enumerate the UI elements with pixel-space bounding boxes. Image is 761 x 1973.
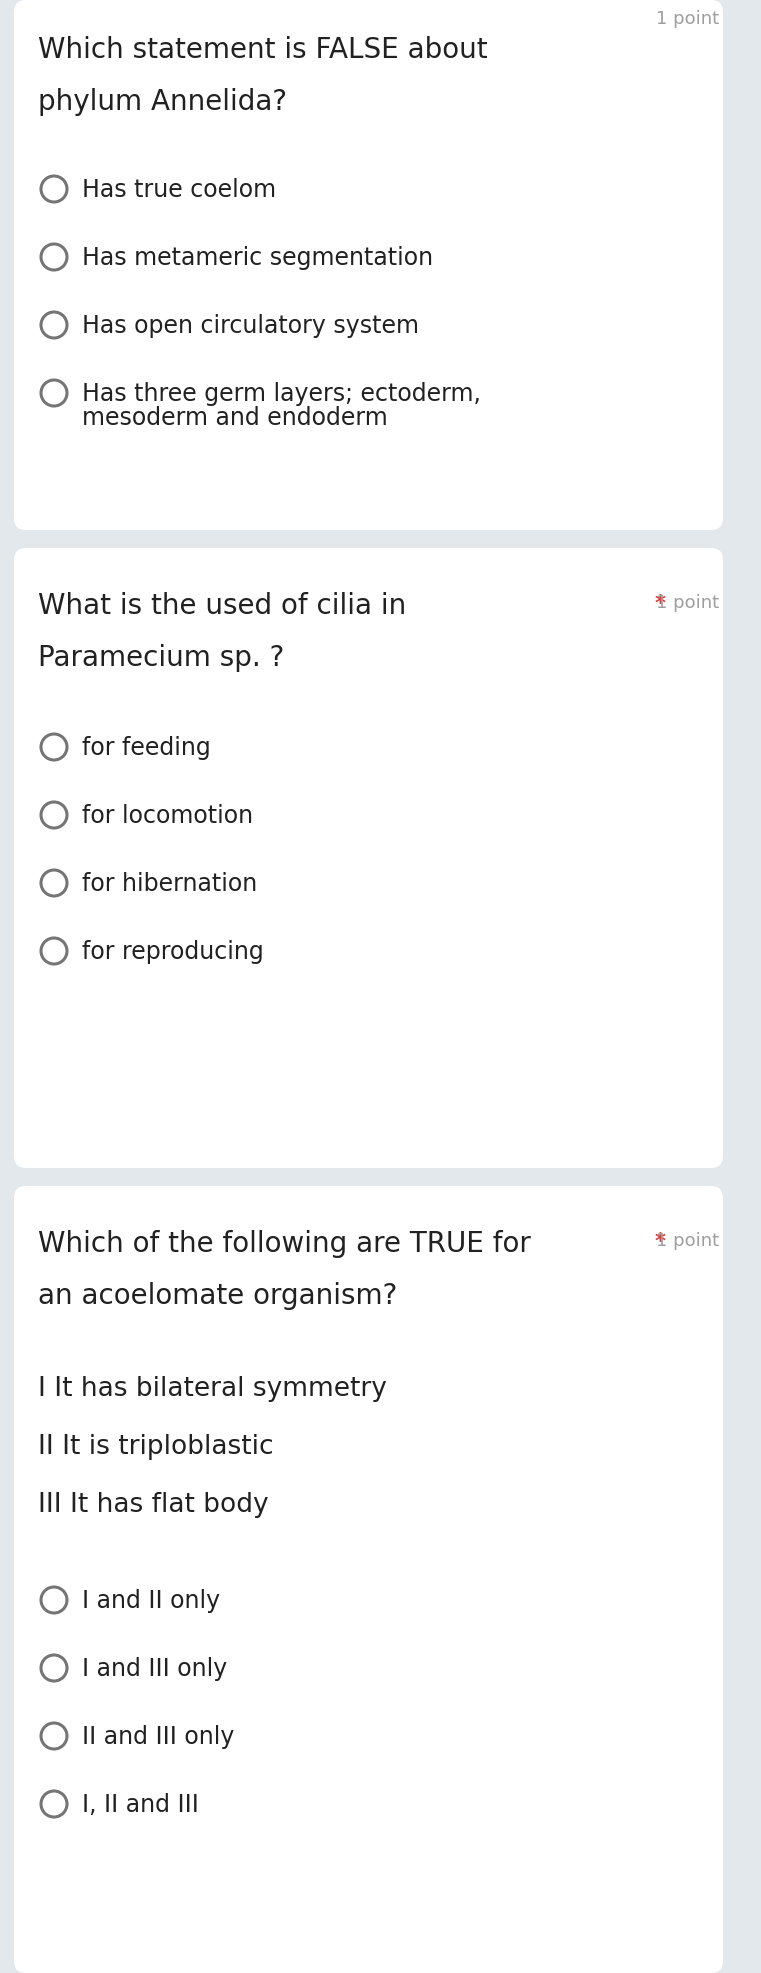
- Text: for hibernation: for hibernation: [82, 872, 257, 896]
- Text: Paramecium sp. ?: Paramecium sp. ?: [38, 643, 285, 673]
- Text: What is the used of cilia in: What is the used of cilia in: [38, 592, 406, 620]
- Text: 1 point: 1 point: [656, 1231, 719, 1251]
- Text: I and III only: I and III only: [82, 1657, 228, 1681]
- Text: II and III only: II and III only: [82, 1724, 234, 1748]
- Text: 1 point: 1 point: [656, 10, 719, 28]
- Text: II It is triploblastic: II It is triploblastic: [38, 1434, 274, 1460]
- Text: Has three germ layers; ectoderm,: Has three germ layers; ectoderm,: [82, 383, 481, 406]
- FancyBboxPatch shape: [14, 548, 723, 1168]
- Text: *: *: [655, 1231, 666, 1253]
- Text: I and II only: I and II only: [82, 1588, 220, 1614]
- Text: an acoelomate organism?: an acoelomate organism?: [38, 1282, 397, 1310]
- Text: Has open circulatory system: Has open circulatory system: [82, 314, 419, 337]
- Text: Has true coelom: Has true coelom: [82, 178, 276, 201]
- Text: for locomotion: for locomotion: [82, 805, 253, 829]
- Text: for feeding: for feeding: [82, 736, 211, 760]
- Text: I, II and III: I, II and III: [82, 1793, 199, 1817]
- Text: Has metameric segmentation: Has metameric segmentation: [82, 247, 433, 270]
- Text: mesoderm and endoderm: mesoderm and endoderm: [82, 406, 388, 430]
- Text: I It has bilateral symmetry: I It has bilateral symmetry: [38, 1375, 387, 1403]
- FancyBboxPatch shape: [14, 0, 723, 531]
- FancyBboxPatch shape: [14, 1186, 723, 1973]
- Text: for reproducing: for reproducing: [82, 939, 264, 965]
- Text: phylum Annelida?: phylum Annelida?: [38, 89, 287, 116]
- Text: *: *: [655, 594, 666, 614]
- Text: Which statement is FALSE about: Which statement is FALSE about: [38, 36, 488, 63]
- Text: III It has flat body: III It has flat body: [38, 1492, 269, 1517]
- Text: Which of the following are TRUE for: Which of the following are TRUE for: [38, 1229, 531, 1259]
- Text: 1 point: 1 point: [656, 594, 719, 612]
